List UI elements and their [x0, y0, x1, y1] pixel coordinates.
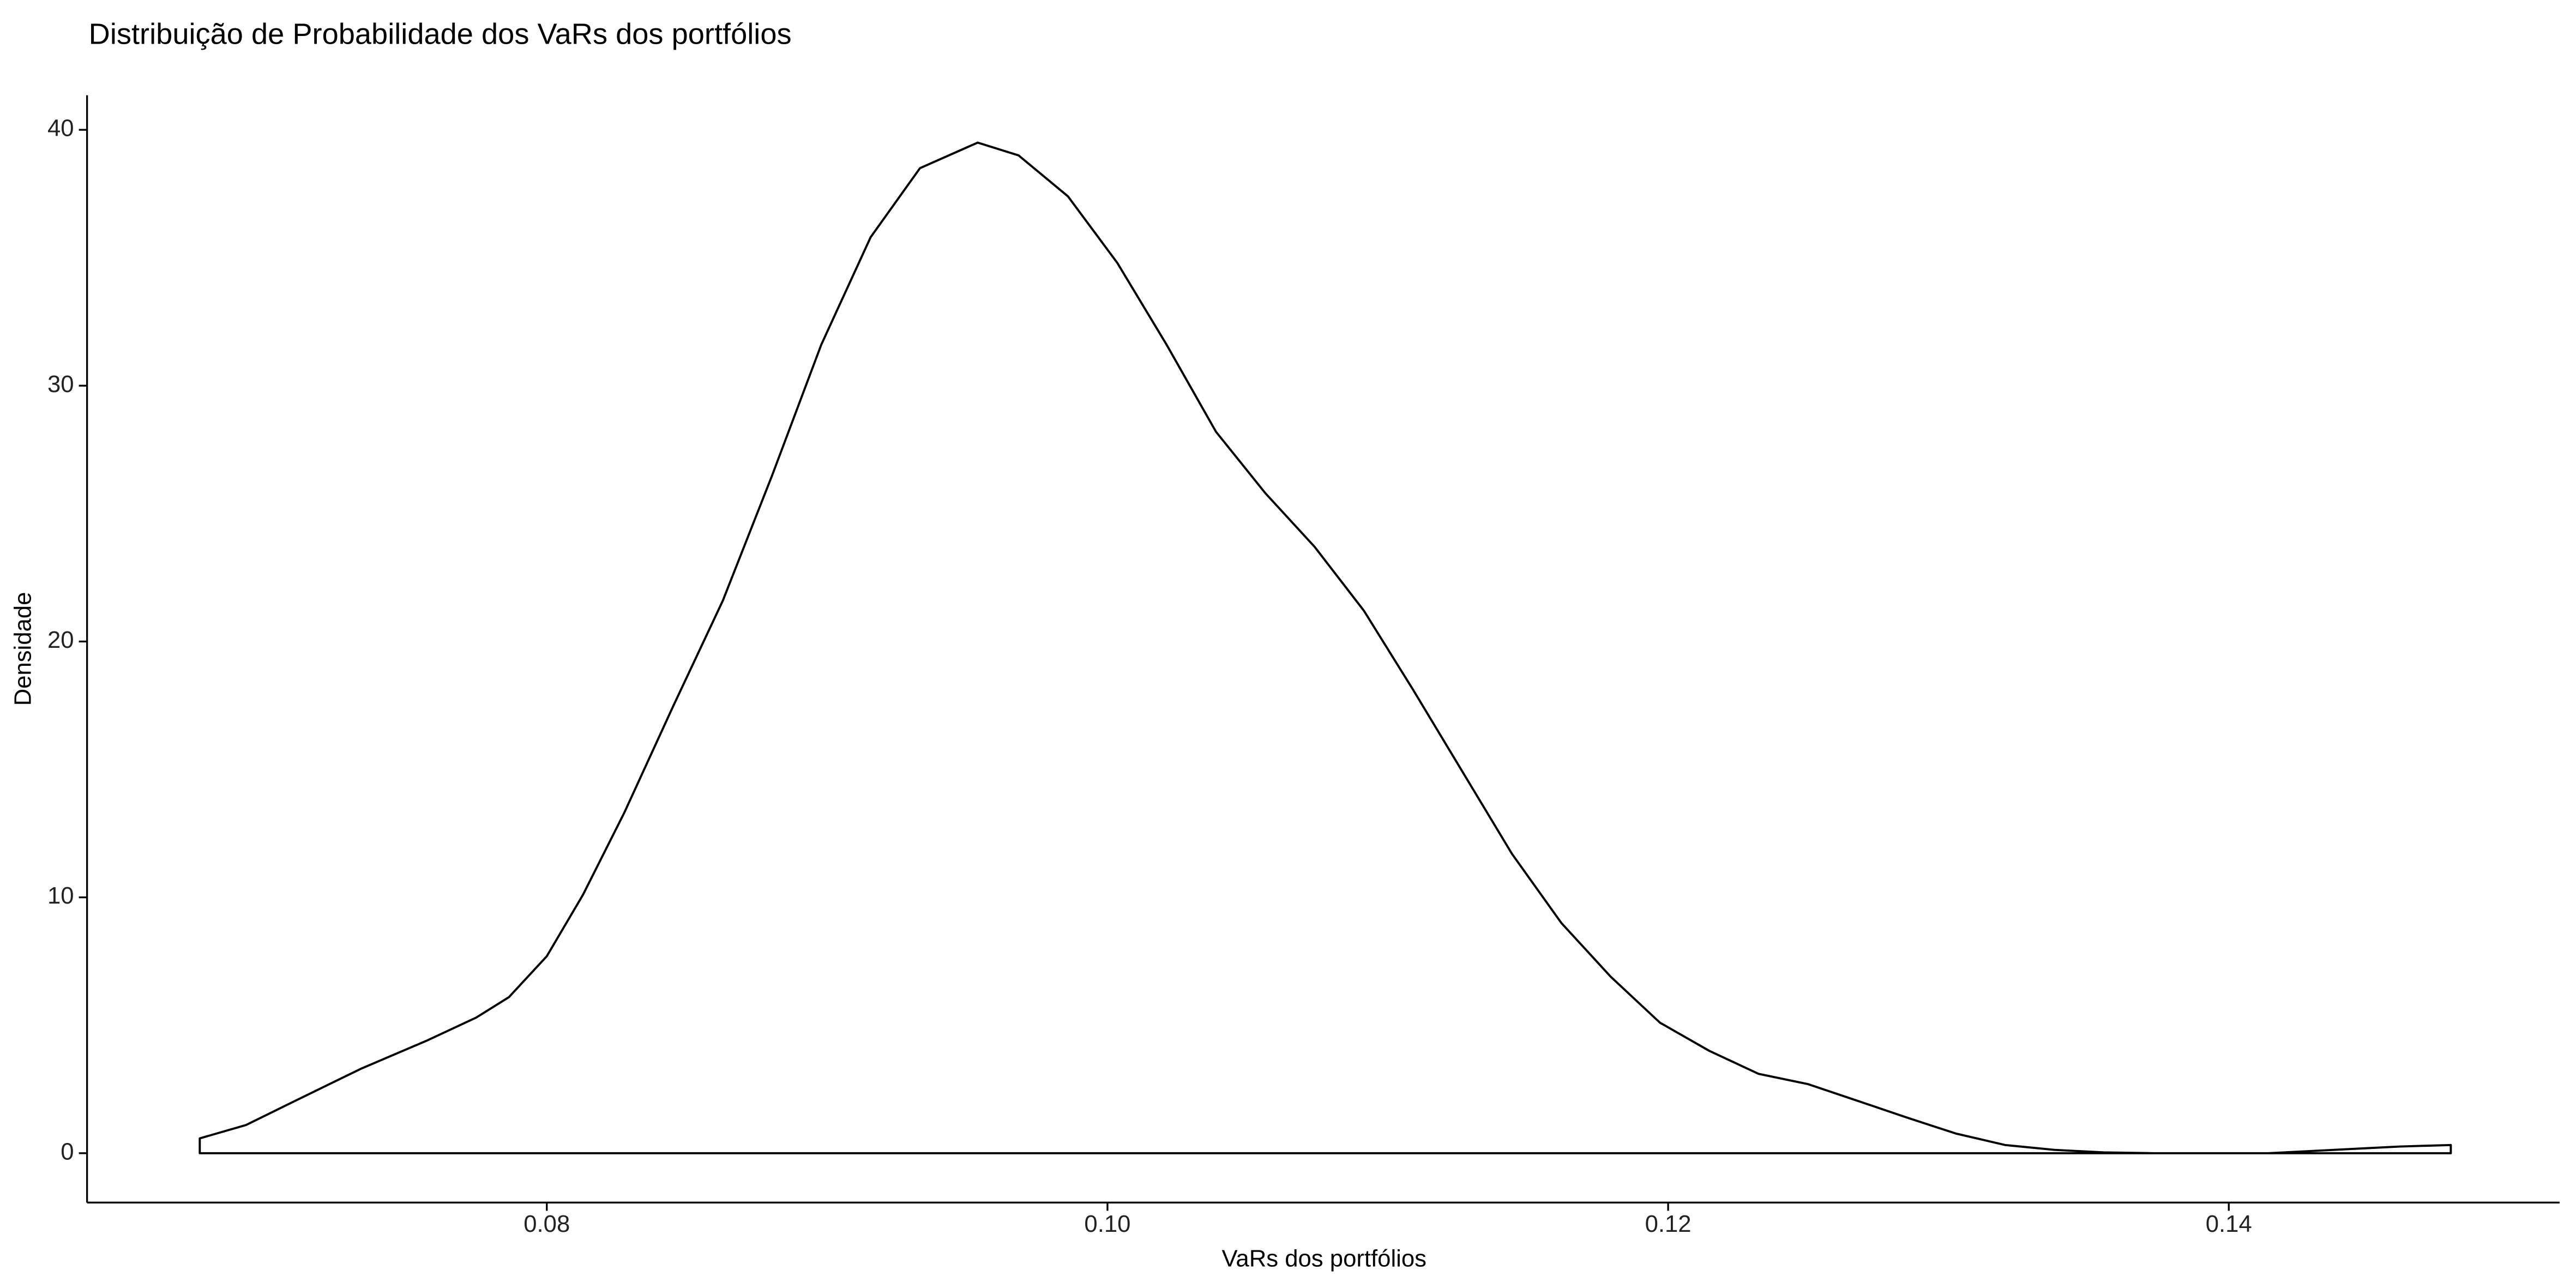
x-axis-label: VaRs dos portfólios [1222, 1245, 1427, 1272]
y-axis-label: Densidade [10, 592, 37, 706]
y-tick-label: 30 [47, 371, 74, 398]
x-tick-label: 0.12 [1645, 1211, 1692, 1237]
y-tick-label: 10 [47, 882, 74, 909]
density-curve [198, 141, 2452, 1154]
x-tick-label: 0.14 [2206, 1211, 2252, 1237]
y-tick-label: 40 [47, 115, 74, 142]
y-tick-label: 0 [61, 1138, 74, 1165]
x-tick-label: 0.08 [523, 1211, 570, 1237]
y-tick-label: 20 [47, 627, 74, 653]
x-tick-label: 0.10 [1084, 1211, 1130, 1237]
chart-title: Distribuição de Probabilidade dos VaRs d… [89, 18, 792, 51]
